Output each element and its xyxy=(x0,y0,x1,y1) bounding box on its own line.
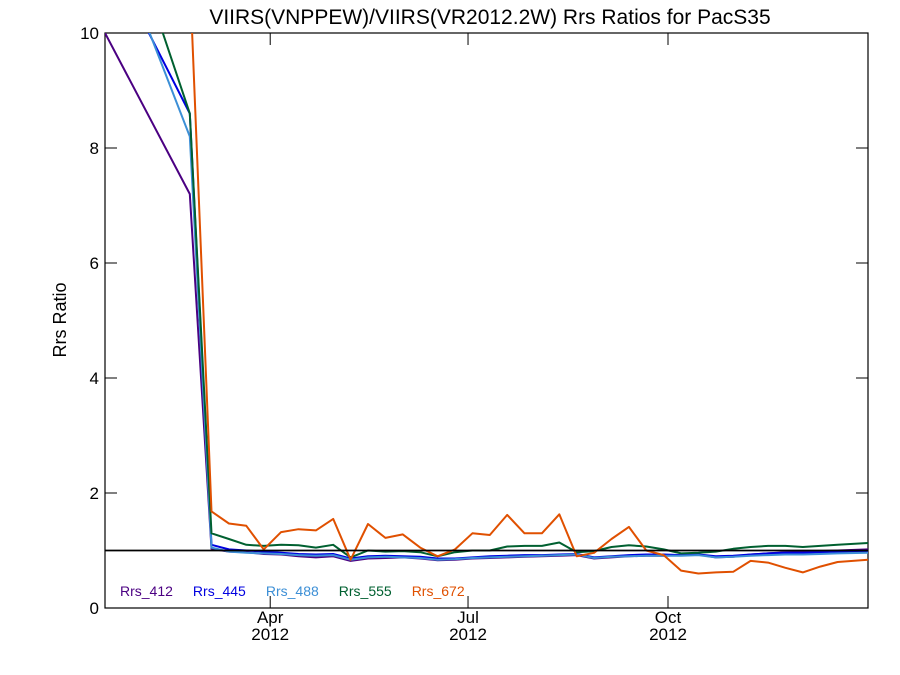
legend-entry-rrs-412: Rrs_412 xyxy=(120,583,173,599)
series-line-rrs-412 xyxy=(105,33,868,562)
y-axis-label: Rrs Ratio xyxy=(50,282,70,357)
x-tick-label-month: Jul xyxy=(457,608,479,627)
y-tick-label: 0 xyxy=(90,599,99,618)
legend: Rrs_412 Rrs_445 Rrs_488 Rrs_555 Rrs_672 xyxy=(120,583,465,599)
series-line-rrs-488 xyxy=(148,33,868,561)
x-tick-label-month: Apr xyxy=(257,608,284,627)
y-tick-label: 4 xyxy=(90,369,99,388)
legend-entry-rrs-672: Rrs_672 xyxy=(412,583,465,599)
series-line-rrs-672 xyxy=(191,33,868,575)
y-tick-label: 8 xyxy=(90,139,99,158)
plot-frame xyxy=(104,32,869,609)
x-tick-label-year: 2012 xyxy=(649,625,687,644)
y-tick-label: 6 xyxy=(90,254,99,273)
x-tick-label-year: 2012 xyxy=(449,625,487,644)
y-tick-label: 2 xyxy=(90,484,99,503)
series-line-rrs-445 xyxy=(147,33,868,560)
legend-entry-rrs-445: Rrs_445 xyxy=(193,583,246,599)
chart-title: VIIRS(VNPPEW)/VIIRS(VR2012.2W) Rrs Ratio… xyxy=(209,6,770,29)
series-line-rrs-555 xyxy=(161,33,868,559)
y-tick-label: 10 xyxy=(80,24,99,43)
x-tick-label-month: Oct xyxy=(655,608,682,627)
x-tick-label-year: 2012 xyxy=(251,625,289,644)
legend-entry-rrs-555: Rrs_555 xyxy=(339,583,392,599)
legend-entry-rrs-488: Rrs_488 xyxy=(266,583,319,599)
series-lines xyxy=(105,33,868,575)
